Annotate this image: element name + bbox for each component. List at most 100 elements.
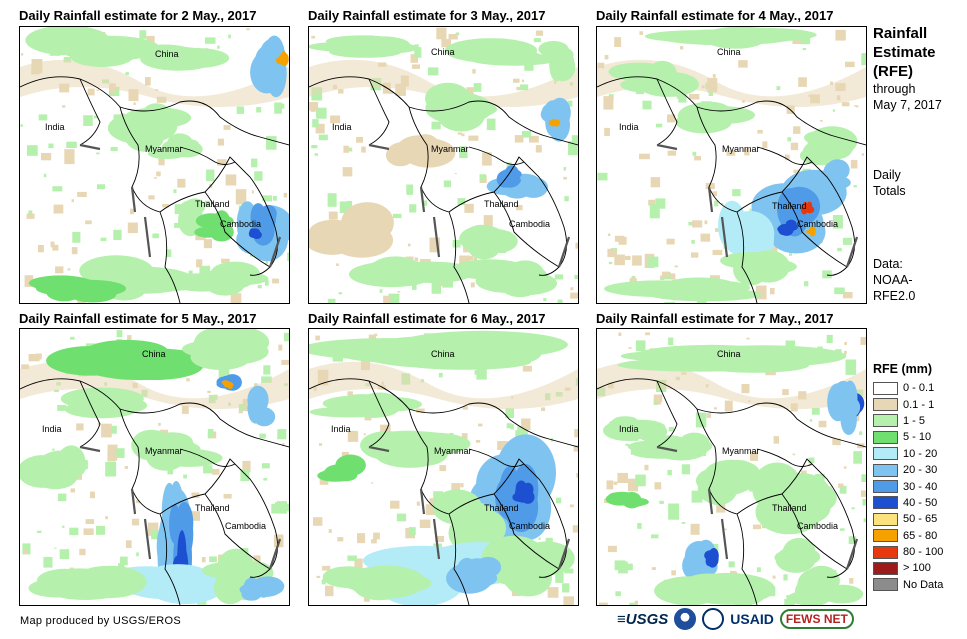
rain-speckle — [834, 287, 845, 295]
rain-blob — [216, 338, 265, 358]
rain-speckle — [278, 344, 283, 351]
rain-speckle — [281, 359, 289, 365]
rain-blob — [156, 449, 223, 467]
rain-speckle — [607, 545, 617, 553]
rain-speckle — [625, 255, 631, 260]
rain-speckle — [716, 503, 726, 513]
rain-speckle — [668, 337, 674, 345]
rain-speckle — [414, 47, 422, 58]
rain-blob — [28, 578, 85, 598]
rain-speckle — [859, 431, 863, 435]
rain-speckle — [156, 171, 161, 177]
rain-speckle — [506, 423, 512, 429]
legend-item: 10 - 20 — [873, 446, 943, 462]
rain-speckle — [841, 102, 850, 107]
rain-speckle — [809, 419, 813, 422]
rain-speckle — [21, 53, 24, 56]
country-border — [309, 378, 578, 448]
rain-speckle — [792, 37, 801, 44]
rain-speckle — [655, 198, 666, 209]
rain-speckle — [746, 337, 750, 340]
rain-blob — [481, 229, 514, 249]
rain-speckle — [464, 203, 474, 213]
side-title: Rainfall Estimate (RFE) through May 7, 2… — [873, 24, 942, 113]
rain-blob — [745, 253, 778, 278]
rain-speckle — [863, 518, 866, 523]
rain-speckle — [63, 57, 72, 63]
rain-speckle — [666, 238, 675, 245]
rain-speckle — [85, 519, 95, 524]
rain-blob — [54, 279, 127, 298]
rain-speckle — [637, 523, 642, 529]
rain-blob — [309, 338, 480, 360]
rain-speckle — [545, 537, 553, 543]
rain-speckle — [412, 283, 417, 290]
rain-speckle — [43, 173, 47, 178]
rain-speckle — [211, 468, 220, 475]
rain-speckle — [83, 115, 93, 126]
rain-speckle — [139, 30, 147, 39]
rain-speckle — [207, 428, 214, 438]
rain-speckle — [642, 100, 652, 110]
rain-speckle — [700, 233, 711, 242]
rain-speckle — [277, 429, 287, 440]
rain-speckle — [564, 196, 569, 202]
rain-speckle — [206, 169, 215, 182]
rain-speckle — [76, 423, 84, 431]
legend-label: 0.1 - 1 — [903, 398, 935, 411]
rain-speckle — [651, 534, 659, 539]
rain-speckle — [486, 118, 496, 131]
rain-speckle — [648, 256, 659, 268]
side-totals-line1: Daily — [873, 168, 901, 182]
country-label-cambodia: Cambodia — [797, 521, 838, 531]
rain-speckle — [448, 34, 458, 40]
rainfall-map-may-2: China India Myanmar Thailand Cambodia — [19, 26, 290, 304]
rain-speckle — [410, 54, 418, 63]
legend-label: 5 - 10 — [903, 431, 932, 444]
rain-speckle — [191, 492, 200, 498]
country-border — [781, 191, 848, 268]
dry-region-band — [309, 361, 578, 409]
rainfall-map-may-4: China India Myanmar Thailand Cambodia — [596, 26, 867, 304]
rain-speckle — [20, 124, 23, 127]
rain-blob — [251, 230, 261, 238]
side-totals: Daily Totals — [873, 167, 906, 199]
rain-speckle — [120, 556, 128, 566]
country-border — [597, 76, 866, 146]
rain-speckle — [90, 491, 95, 499]
rain-speckle — [363, 597, 370, 602]
rain-blob — [558, 51, 575, 74]
rain-speckle — [724, 528, 727, 531]
rain-speckle — [634, 600, 638, 605]
rain-speckle — [133, 102, 136, 105]
rain-speckle — [466, 255, 474, 261]
rain-speckle — [235, 189, 247, 205]
rain-speckle — [529, 135, 539, 143]
rain-speckle — [639, 153, 650, 160]
rain-speckle — [563, 176, 567, 180]
legend-swatch — [873, 529, 898, 543]
rain-speckle — [436, 27, 447, 40]
rain-speckle — [125, 540, 132, 548]
panel-title: Daily Rainfall estimate for 2 May., 2017 — [19, 8, 257, 23]
rain-blob — [39, 467, 78, 484]
rain-speckle — [392, 213, 402, 219]
rain-speckle — [414, 257, 419, 262]
rain-speckle — [262, 463, 270, 469]
rain-speckle — [627, 478, 639, 492]
rain-speckle — [845, 359, 857, 375]
rain-speckle — [127, 335, 132, 342]
rain-speckle — [318, 134, 328, 141]
rain-blob — [275, 57, 285, 64]
country-label-thailand: Thailand — [484, 199, 519, 209]
rain-speckle — [236, 106, 244, 114]
rain-speckle — [671, 570, 676, 576]
rain-speckle — [363, 433, 366, 436]
rain-blob — [456, 557, 478, 589]
rain-blob — [341, 454, 360, 475]
rain-speckle — [118, 563, 125, 569]
rainfall-map-canvas: China India Myanmar Thailand Cambodia — [597, 332, 866, 605]
rain-speckle — [203, 465, 213, 474]
rain-speckle — [246, 28, 250, 31]
rain-speckle — [416, 501, 420, 506]
